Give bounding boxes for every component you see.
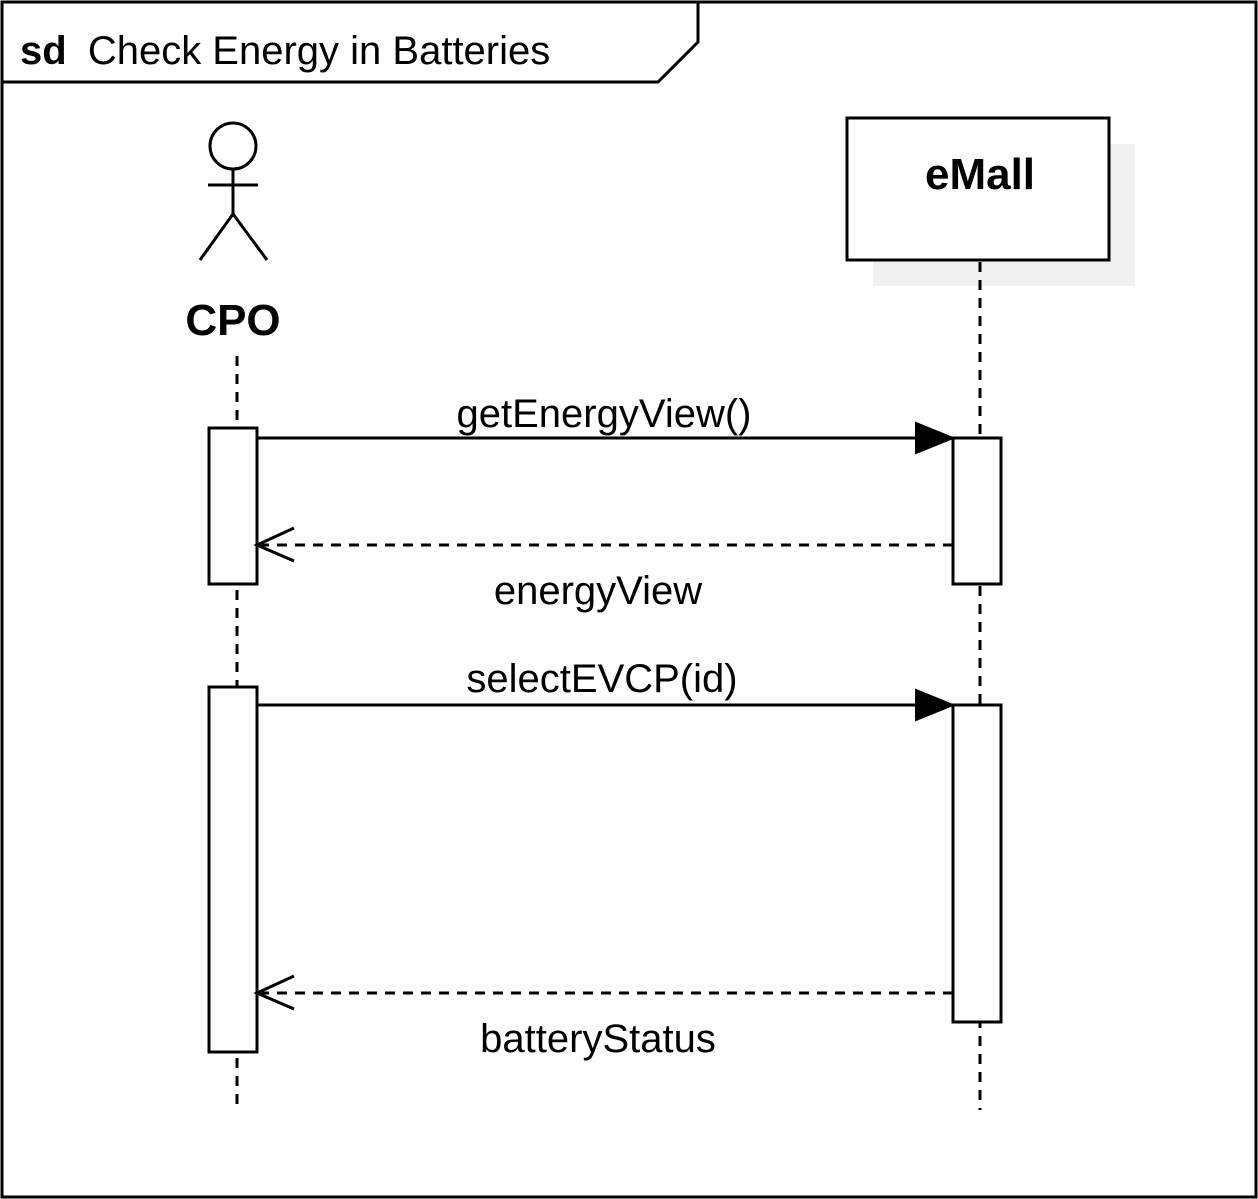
activation-bar-emall-1 <box>951 436 1003 586</box>
filled-arrowhead-icon <box>915 688 956 722</box>
frame-keyword: sd <box>20 29 67 73</box>
activation-bar-emall-2 <box>951 703 1003 1024</box>
filled-arrowhead-icon <box>915 421 956 455</box>
frame-title-text: Check Energy in Batteries <box>88 29 550 73</box>
message-label: selectEVCP(id) <box>466 657 737 701</box>
frame-title-tab <box>2 2 700 84</box>
participant-box <box>845 116 1111 262</box>
actor-cpo: CPO <box>185 121 281 345</box>
participant-label: eMall <box>925 150 1035 199</box>
message-label: batteryStatus <box>480 1017 716 1061</box>
activation-bar-cpo-1 <box>207 426 259 586</box>
message-battery-status: batteryStatus <box>253 974 953 1061</box>
message-get-energy-view: getEnergyView() <box>257 392 956 455</box>
participant-emall: eMall <box>845 116 1135 286</box>
message-label: getEnergyView() <box>457 392 752 436</box>
stick-figure-icon <box>198 121 269 261</box>
message-energy-view: energyView <box>253 526 953 613</box>
message-select-evcp: selectEVCP(id) <box>257 657 956 722</box>
frame-title: sd Check Energy in Batteries <box>20 29 550 73</box>
activation-bar-cpo-2 <box>207 685 259 1054</box>
open-arrowhead-icon <box>253 974 295 1011</box>
message-label: energyView <box>494 569 702 613</box>
open-arrowhead-icon <box>253 526 295 563</box>
actor-label: CPO <box>185 296 280 345</box>
